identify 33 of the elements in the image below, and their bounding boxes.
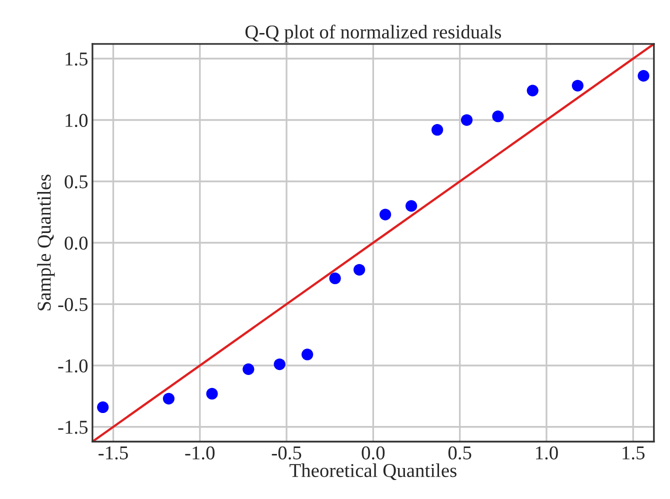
point: [431, 124, 444, 136]
y-tick-label: -0.5: [58, 298, 88, 312]
point: [354, 264, 366, 276]
y-tick-label: 0.0: [64, 236, 88, 250]
x-tick-label: -1.0: [185, 446, 215, 460]
point: [406, 200, 418, 212]
x-tick-label: 0.0: [362, 446, 385, 460]
x-tick-label: -0.5: [272, 446, 302, 460]
y-tick-label: -1.0: [58, 359, 88, 373]
point: [162, 392, 175, 404]
y-axis-title: Sample Quantiles: [37, 174, 55, 310]
x-tick-label: 1.5: [622, 446, 645, 460]
point: [526, 84, 538, 96]
point: [492, 110, 504, 122]
point: [206, 388, 218, 400]
point: [97, 401, 109, 414]
point: [302, 348, 314, 360]
x-tick-label: -1.5: [98, 446, 128, 460]
point: [380, 208, 392, 220]
point: [572, 80, 584, 92]
point: [329, 272, 341, 284]
point: [242, 363, 254, 376]
point: [638, 70, 650, 82]
y-tick-label: 1.5: [66, 52, 88, 66]
x-tick-label: 1.0: [536, 446, 558, 460]
y-tick-label: 1.0: [66, 114, 88, 128]
chart-title: Q-Q plot of normalized residuals: [245, 24, 501, 42]
y-tick-label: 0.5: [64, 175, 88, 188]
y-tick-label: -1.5: [58, 420, 88, 434]
point: [274, 358, 286, 370]
point: [460, 114, 473, 126]
x-axis-title: Theoretical Quantiles: [290, 463, 456, 480]
x-tick-label: 0.5: [448, 446, 472, 460]
